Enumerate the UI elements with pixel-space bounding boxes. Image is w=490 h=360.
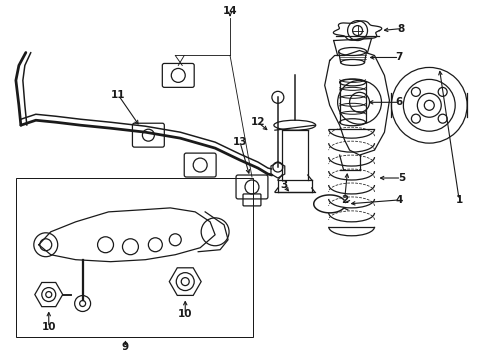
Text: 10: 10 — [178, 310, 193, 319]
Text: 9: 9 — [122, 342, 129, 352]
Text: 1: 1 — [456, 195, 463, 205]
Text: 7: 7 — [396, 53, 403, 63]
Text: 8: 8 — [398, 24, 405, 33]
Bar — [16, 178, 253, 337]
Text: 4: 4 — [396, 195, 403, 205]
Text: 13: 13 — [233, 137, 247, 147]
Text: 2: 2 — [341, 195, 348, 205]
Text: 11: 11 — [111, 90, 126, 100]
Text: 3: 3 — [280, 180, 288, 190]
Text: 10: 10 — [42, 323, 56, 332]
Text: 5: 5 — [398, 173, 405, 183]
Text: 14: 14 — [223, 6, 237, 15]
Text: 6: 6 — [396, 97, 403, 107]
Text: 12: 12 — [251, 117, 265, 127]
